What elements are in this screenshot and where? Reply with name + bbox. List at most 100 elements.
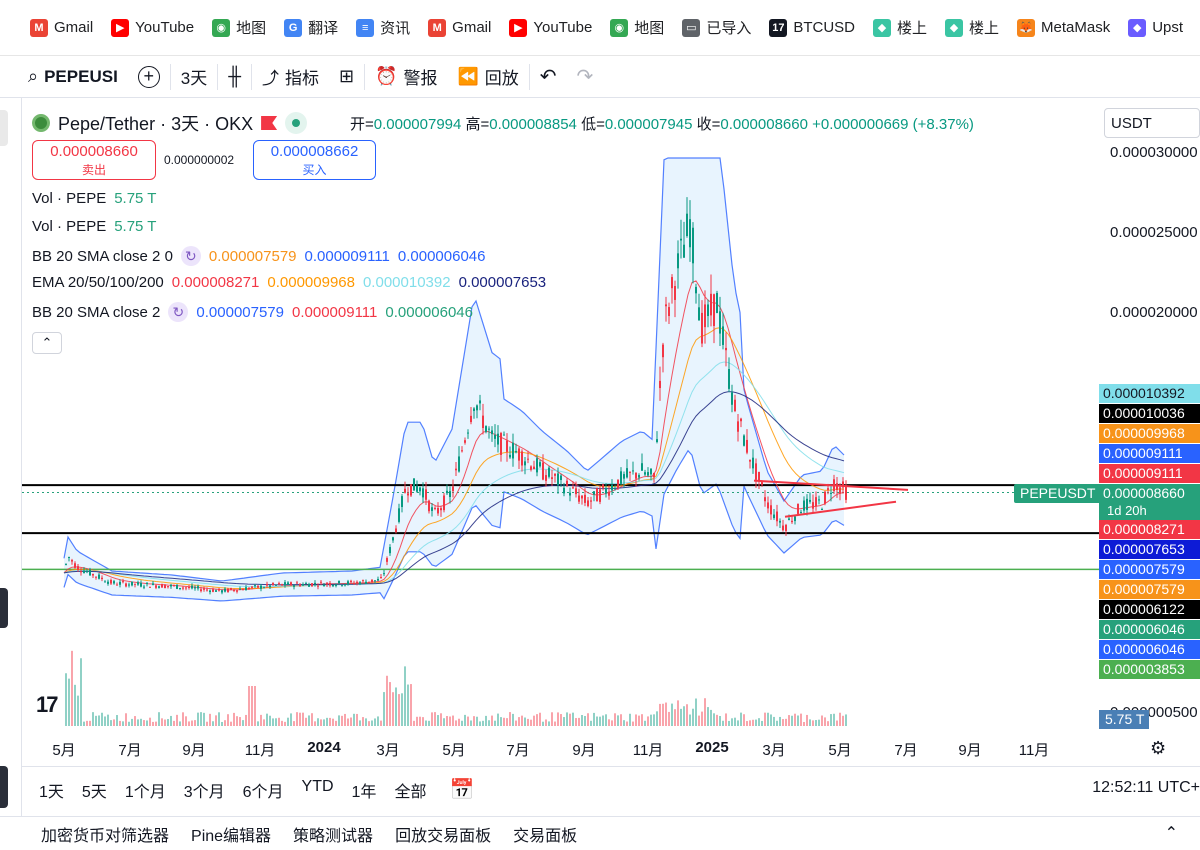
bottom-tab[interactable]: 加密货币对筛选器 — [30, 822, 180, 846]
volume-bar — [818, 720, 820, 726]
volume-bar — [608, 719, 610, 726]
legend-row[interactable]: EMA 20/50/100/200 0.000008271 0.000009968 0… — [32, 274, 546, 291]
candle-body — [596, 488, 598, 501]
clock[interactable]: 12:52:11 UTC+ — [1092, 779, 1200, 797]
legend-row[interactable]: Vol · PEPE 5.75 T — [32, 190, 156, 207]
range-button[interactable]: 6个月 — [234, 778, 293, 802]
interval-button[interactable]: 3天 — [171, 56, 217, 98]
bookmark-item[interactable]: ▶ YouTube — [111, 19, 194, 37]
replay-label: 回放 — [485, 64, 519, 89]
volume-bar — [500, 717, 502, 726]
bookmark-item[interactable]: ◉ 地图 — [610, 17, 664, 38]
chart-pane[interactable]: Pepe/Tether · 3天 · OKX 开=0.000007994 高=0… — [22, 98, 1200, 766]
bookmark-item[interactable]: 17 BTCUSD — [769, 19, 855, 37]
templates-button[interactable]: ⊞ — [329, 56, 364, 98]
candle-body — [626, 468, 628, 477]
candle-body — [782, 526, 784, 531]
bottom-tab[interactable]: 回放交易面板 — [384, 822, 502, 846]
symbol-search-button[interactable]: ⌕ PEPEUSI — [0, 56, 128, 98]
redo-button[interactable]: ↷ — [566, 56, 603, 98]
volume-bar — [347, 718, 349, 726]
range-button[interactable]: 5天 — [73, 778, 116, 802]
undo-button[interactable]: ↶ — [530, 56, 567, 98]
chart-type-button[interactable]: ╫ — [218, 56, 251, 98]
chevron-up-icon[interactable]: ⌃ — [1165, 823, 1178, 843]
volume-bar — [758, 718, 760, 726]
legend-value: 0.000006046 — [398, 248, 486, 265]
buy-button[interactable]: 0.000008662 买入 — [253, 140, 376, 180]
volume-bar — [275, 718, 277, 726]
price-tag: 0.000007579 — [1099, 560, 1200, 579]
volume-bar — [107, 715, 109, 726]
tradingview-logo[interactable]: 17 — [36, 692, 56, 718]
range-button[interactable]: YTD — [293, 778, 343, 802]
legend-row[interactable]: Vol · PEPE 5.75 T — [32, 218, 156, 235]
bookmark-item[interactable]: ◆ 楼上 — [945, 17, 999, 38]
volume-bar — [452, 716, 454, 726]
tool-slot[interactable] — [0, 766, 8, 808]
tool-slot[interactable] — [0, 588, 8, 628]
candle-body — [227, 589, 229, 592]
candle-body — [203, 589, 205, 590]
bookmark-item[interactable]: ≡ 资讯 — [356, 17, 410, 38]
flag-icon[interactable] — [261, 116, 277, 130]
candle-body — [500, 433, 502, 455]
bottom-tab[interactable]: Pine编辑器 — [180, 822, 282, 846]
bookmark-item[interactable]: ◆ Upst — [1128, 19, 1183, 37]
bottom-tab[interactable]: 交易面板 — [502, 822, 588, 846]
price-tag: 0.000007653 — [1099, 540, 1200, 559]
volume-bar — [617, 715, 619, 726]
tool-slot[interactable] — [0, 110, 8, 146]
range-button[interactable]: 1天 — [30, 778, 73, 802]
bookmark-item[interactable]: G 翻译 — [284, 17, 338, 38]
candle-body — [707, 304, 709, 316]
candle-body — [65, 564, 67, 565]
candle-body — [338, 581, 340, 583]
bookmark-item[interactable]: ◆ 楼上 — [873, 17, 927, 38]
calendar-icon[interactable]: 📅 — [449, 777, 474, 802]
range-button[interactable]: 3个月 — [175, 778, 234, 802]
candle-body — [689, 219, 691, 247]
alerts-button[interactable]: ⏰ 警报 — [365, 56, 447, 98]
volume-bar — [407, 685, 409, 726]
legend-row[interactable]: BB 20 SMA close 2 0 ↻ 0.000007579 0.0000091… — [32, 246, 485, 266]
volume-bar — [779, 717, 781, 726]
price-chart[interactable] — [22, 98, 1200, 766]
bookmark-item[interactable]: ◉ 地图 — [212, 17, 266, 38]
sell-button[interactable]: 0.000008660 卖出 — [32, 140, 156, 180]
range-button[interactable]: 1个月 — [116, 778, 175, 802]
volume-bar — [683, 706, 685, 726]
volume-bar — [635, 714, 637, 726]
time-tick-label: 7月 — [506, 739, 529, 760]
bookmark-item[interactable]: 🦊 MetaMask — [1017, 19, 1110, 37]
indicators-button[interactable]: ⤴ 指标 — [252, 56, 329, 98]
volume-bar — [404, 666, 406, 726]
currency-selector[interactable]: USDT — [1104, 108, 1200, 138]
candle-body — [572, 487, 574, 488]
bookmark-item[interactable]: ▶ YouTube — [509, 19, 592, 37]
volume-bar — [800, 714, 802, 726]
replay-button[interactable]: ⏪ 回放 — [448, 56, 529, 98]
candle-body — [539, 462, 541, 466]
range-button[interactable]: 1年 — [343, 778, 386, 802]
collapse-legend-button[interactable]: ⌃ — [32, 332, 62, 354]
volume-bar — [308, 715, 310, 726]
refresh-icon[interactable]: ↻ — [181, 246, 201, 266]
volume-bar — [572, 713, 574, 726]
volume-bar — [443, 718, 445, 726]
compare-button[interactable]: + — [128, 56, 170, 98]
volume-bar — [119, 721, 121, 726]
bottom-tab[interactable]: 策略测试器 — [282, 822, 384, 846]
bookmark-item[interactable]: M Gmail — [30, 19, 93, 37]
volume-bar — [548, 721, 550, 726]
chart-settings-icon[interactable]: ⚙ — [1150, 738, 1166, 759]
legend-row[interactable]: BB 20 SMA close 2 ↻ 0.000007579 0.000009111… — [32, 302, 473, 322]
range-button[interactable]: 全部 — [385, 778, 435, 802]
refresh-icon[interactable]: ↻ — [168, 302, 188, 322]
volume-bar — [692, 709, 694, 726]
candle-body — [632, 470, 634, 471]
bookmark-item[interactable]: M Gmail — [428, 19, 491, 37]
bookmark-label: YouTube — [533, 19, 592, 36]
volume-bar — [689, 715, 691, 726]
bookmark-item[interactable]: ▭ 已导入 — [682, 17, 751, 38]
